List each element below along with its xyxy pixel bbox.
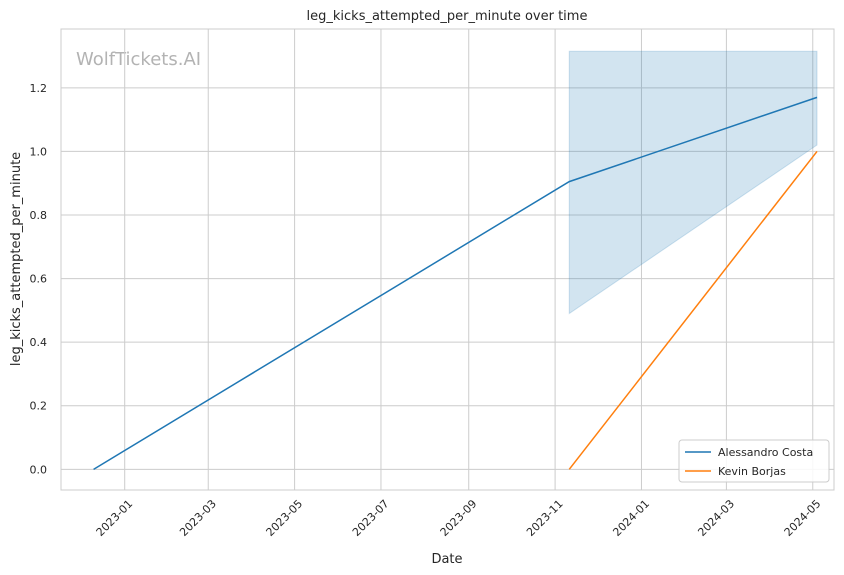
plot-area (60, 28, 835, 491)
confidence-band (568, 50, 818, 315)
y-tick-label: 1.0 (30, 145, 48, 158)
x-tick-label: 2024-05 (782, 497, 824, 539)
y-tick-label: 1.2 (30, 82, 48, 95)
x-tick-label: 2023-01 (94, 497, 136, 539)
x-tick-label: 2024-03 (695, 497, 737, 539)
y-tick-label: 0.8 (30, 209, 48, 222)
x-tick-label: 2023-09 (438, 497, 480, 539)
x-tick-label: 2024-01 (610, 497, 652, 539)
legend-label: Kevin Borjas (718, 465, 786, 478)
series-line (568, 150, 818, 470)
y-tick-label: 0.0 (30, 463, 48, 476)
y-axis-label: leg_kicks_attempted_per_minute (9, 152, 24, 366)
y-tick-label: 0.6 (30, 273, 48, 286)
legend-label: Alessandro Costa (718, 446, 813, 459)
y-tick-label: 0.2 (30, 400, 48, 413)
series-line (93, 96, 818, 470)
chart-title: leg_kicks_attempted_per_minute over time (307, 9, 588, 24)
x-tick-label: 2023-03 (177, 497, 219, 539)
x-tick-label: 2023-05 (264, 497, 306, 539)
legend: Alessandro Costa Kevin Borjas (678, 439, 830, 483)
y-tick-label: 0.4 (30, 336, 48, 349)
watermark: WolfTickets.AI (76, 49, 201, 70)
x-axis-label: Date (431, 552, 462, 567)
legend-box (678, 439, 830, 483)
x-tick-label: 2023-11 (524, 497, 566, 539)
x-tick-label: 2023-07 (350, 497, 392, 539)
